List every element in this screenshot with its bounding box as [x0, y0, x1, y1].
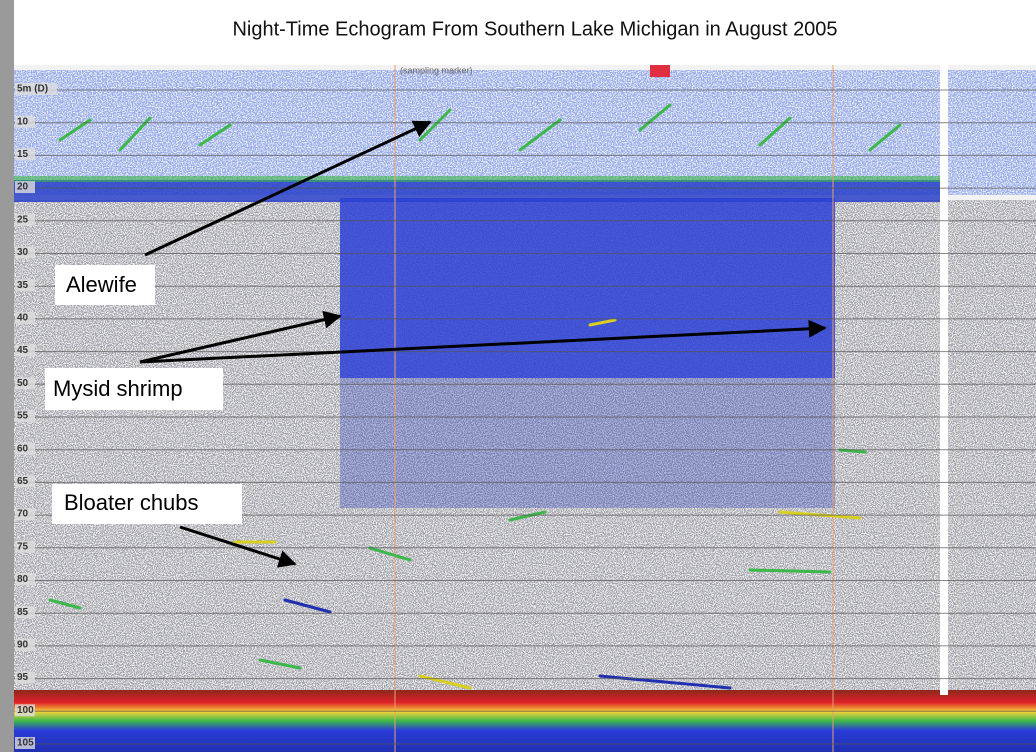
annotation: Alewife — [66, 272, 137, 297]
annotation: Bloater chubs — [64, 490, 199, 515]
title: Night-Time Echogram From Southern Lake M… — [232, 18, 837, 40]
depth-label: 25 — [17, 214, 29, 225]
depth-label: 5m (D) — [17, 84, 48, 95]
depth-label: 75 — [17, 541, 29, 552]
depth-label: 90 — [17, 640, 29, 651]
depth-label: 40 — [17, 313, 29, 324]
depth-label: 70 — [17, 509, 29, 520]
depth-label: 45 — [17, 345, 29, 356]
depth-label: 35 — [17, 280, 29, 291]
left-border — [0, 0, 14, 752]
marker-label: (sampling marker) — [400, 65, 473, 75]
depth-label: 55 — [17, 411, 29, 422]
annotation: Mysid shrimp — [53, 376, 183, 401]
depth-label: 105 — [17, 738, 34, 749]
depth-label: 80 — [17, 574, 29, 585]
depth-label: 50 — [17, 378, 29, 389]
depth-label: 15 — [17, 149, 29, 160]
depth-label: 60 — [17, 443, 29, 454]
depth-label: 10 — [17, 116, 29, 127]
depth-label: 100 — [17, 705, 34, 716]
depth-label: 95 — [17, 672, 29, 683]
depth-label: 85 — [17, 607, 29, 618]
echogram-figure: Night-Time Echogram From Southern Lake M… — [0, 0, 1036, 752]
depth-label: 20 — [17, 182, 29, 193]
depth-label: 65 — [17, 476, 29, 487]
depth-label: 30 — [17, 247, 29, 258]
